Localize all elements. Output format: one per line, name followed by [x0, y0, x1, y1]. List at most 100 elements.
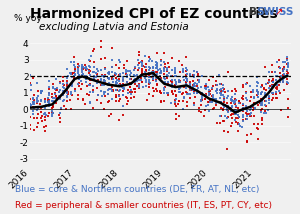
Point: [54, 97, 59, 100]
Point: [95, 74, 100, 77]
Point: [65, 92, 70, 95]
Point: [221, 103, 226, 107]
Point: [285, 83, 290, 86]
Point: [185, 77, 190, 81]
Point: [191, 92, 196, 95]
Point: [57, 97, 62, 100]
Point: [64, 85, 69, 88]
Point: [163, 62, 167, 65]
Point: [106, 77, 111, 81]
Point: [233, 103, 238, 106]
Point: [80, 68, 85, 71]
Point: [140, 80, 144, 83]
Point: [60, 80, 65, 83]
Point: [203, 86, 208, 90]
Point: [49, 96, 54, 99]
Point: [232, 112, 237, 116]
Point: [132, 66, 137, 69]
Point: [39, 119, 44, 123]
Point: [229, 107, 233, 110]
Point: [28, 105, 33, 108]
Point: [248, 112, 253, 115]
Point: [146, 78, 151, 82]
Point: [87, 83, 92, 86]
Point: [31, 97, 36, 100]
Point: [143, 65, 148, 68]
Point: [124, 83, 129, 86]
Point: [27, 73, 32, 76]
Point: [51, 99, 56, 103]
Point: [162, 78, 167, 81]
Point: [256, 100, 261, 103]
Point: [188, 72, 192, 76]
Point: [274, 84, 279, 87]
Point: [229, 117, 234, 120]
Point: [146, 71, 151, 75]
Point: [150, 72, 155, 75]
Point: [140, 63, 144, 67]
Point: [203, 83, 208, 86]
Point: [256, 122, 261, 126]
Point: [267, 96, 272, 100]
Point: [34, 81, 39, 84]
Point: [114, 79, 119, 82]
Point: [114, 73, 119, 76]
Point: [69, 93, 74, 96]
Point: [263, 99, 268, 103]
Point: [154, 62, 159, 66]
Point: [69, 93, 74, 97]
Point: [42, 130, 47, 133]
Point: [38, 102, 43, 106]
Point: [46, 88, 51, 91]
Point: [263, 89, 268, 92]
Point: [222, 129, 226, 133]
Point: [64, 96, 69, 99]
Point: [222, 114, 227, 117]
Point: [113, 88, 118, 92]
Point: [166, 80, 171, 84]
Point: [178, 70, 182, 74]
Point: [65, 90, 70, 94]
Point: [42, 106, 47, 109]
Point: [120, 80, 125, 83]
Point: [244, 108, 248, 111]
Point: [137, 85, 142, 89]
Point: [252, 107, 257, 110]
Point: [230, 89, 234, 93]
Point: [154, 61, 159, 65]
Point: [84, 93, 89, 96]
Point: [159, 99, 164, 102]
Point: [117, 118, 122, 122]
Point: [162, 81, 167, 85]
Point: [87, 77, 92, 80]
Point: [140, 74, 144, 78]
Point: [207, 79, 212, 82]
Point: [278, 91, 282, 94]
Point: [207, 100, 212, 104]
Point: [180, 64, 184, 67]
Point: [206, 86, 211, 89]
Point: [112, 73, 117, 77]
Point: [248, 106, 252, 109]
Point: [199, 103, 204, 106]
Point: [285, 68, 290, 71]
Point: [83, 66, 88, 69]
Point: [65, 79, 70, 82]
Point: [266, 97, 271, 100]
Point: [241, 103, 246, 107]
Text: SWISS: SWISS: [256, 7, 294, 18]
Point: [47, 92, 52, 95]
Point: [122, 87, 126, 91]
Point: [39, 99, 44, 102]
Text: Harmonized CPI of EZ countries: Harmonized CPI of EZ countries: [30, 7, 278, 21]
Point: [136, 61, 141, 65]
Point: [250, 108, 255, 111]
Point: [128, 90, 133, 94]
Point: [106, 81, 111, 84]
Point: [57, 98, 62, 101]
Point: [58, 121, 63, 124]
Point: [236, 122, 241, 125]
Point: [229, 104, 234, 107]
Point: [285, 71, 290, 75]
Point: [128, 77, 132, 80]
